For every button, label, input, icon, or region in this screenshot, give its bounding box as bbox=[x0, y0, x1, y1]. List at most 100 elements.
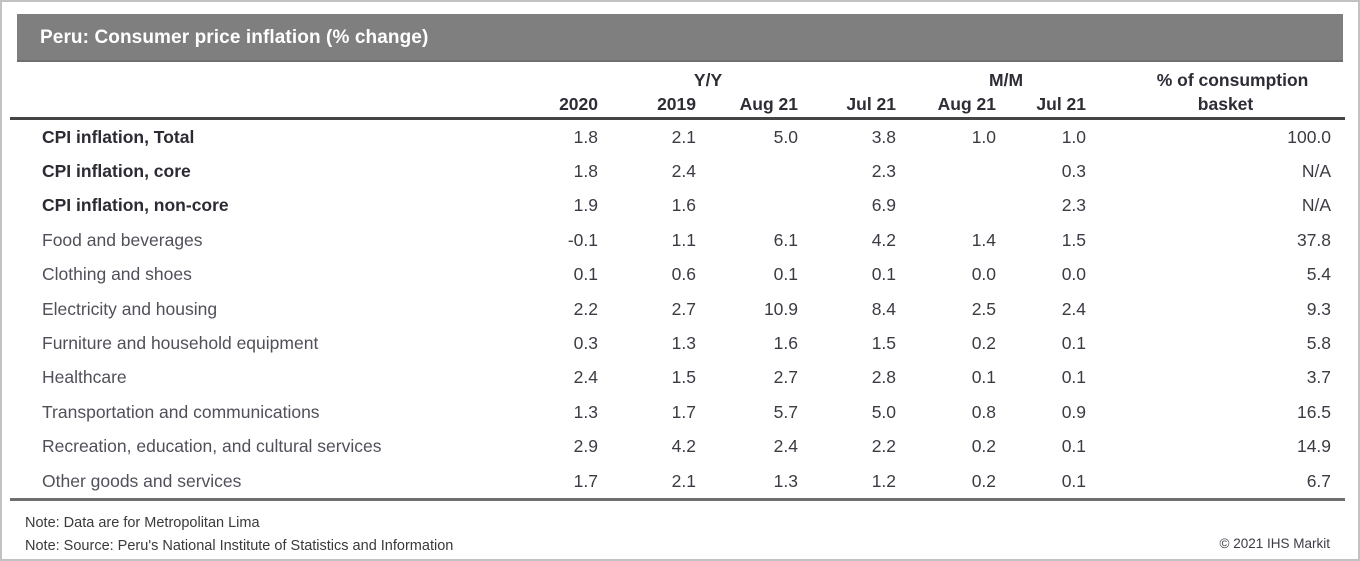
cell-value: 1.6 bbox=[773, 333, 798, 354]
cell-value bbox=[696, 189, 798, 223]
footnote-source: Note: Source: Peru's National Institute … bbox=[25, 537, 454, 554]
cell-value: 5.0 bbox=[871, 401, 897, 422]
table-row: Food and beverages -0.1 1.1 6.1 4.2 1.4 1.5 37.… bbox=[10, 223, 1345, 257]
cell-value: 5.8 bbox=[1306, 333, 1332, 354]
cell-value: 1.6 bbox=[671, 195, 696, 216]
cell-value: 2.5 bbox=[971, 298, 997, 319]
cell-value: 6.7 bbox=[1086, 463, 1346, 502]
cell-value: 1.3 bbox=[696, 463, 798, 502]
table-row: Furniture and household equipment 0.3 1.3 1… bbox=[10, 326, 1345, 360]
cell-value: 1.2 bbox=[798, 463, 897, 502]
table-row: CPI inflation, core 1.8 2.4 2.3 0.3 N/A bbox=[10, 154, 1345, 188]
table-body: CPI inflation, Total 1.8 2.1 5.0 3.8 1.0 1.0 10… bbox=[10, 119, 1346, 502]
cell-value: 0.2 bbox=[971, 436, 997, 457]
cell-value: 0.1 bbox=[1061, 367, 1087, 388]
cell-value: 3.7 bbox=[1306, 367, 1332, 388]
cell-value: 0.1 bbox=[971, 367, 997, 388]
cell-value: 2.4 bbox=[1061, 298, 1087, 319]
row-label: Food and beverages bbox=[42, 229, 203, 250]
cell-value bbox=[696, 154, 798, 188]
table-row: Other goods and services 1.7 2.1 1.3 1.2 0.2 0… bbox=[10, 463, 1346, 502]
group-spacer bbox=[10, 63, 520, 91]
cell-value: 9.3 bbox=[1306, 298, 1332, 319]
cell-value: 1.7 bbox=[671, 401, 696, 422]
column-header-yy-aug21: Aug 21 bbox=[696, 91, 798, 120]
cell-value bbox=[896, 154, 996, 188]
cell-value: 1.5 bbox=[1061, 229, 1087, 250]
cell-value: 16.5 bbox=[1296, 401, 1332, 422]
cell-value: 0.8 bbox=[971, 401, 997, 422]
table-row: Clothing and shoes 0.1 0.6 0.1 0.1 0.0 0.0 5.4 bbox=[10, 258, 1345, 292]
footnotes: Note: Data are for Metropolitan Lima Not… bbox=[25, 512, 453, 557]
cell-value: 2.2 bbox=[573, 298, 598, 319]
page-title: Peru: Consumer price inflation (% change… bbox=[40, 27, 429, 48]
cell-value: 3.8 bbox=[871, 126, 897, 147]
cell-value: 0.0 bbox=[1061, 264, 1087, 285]
cell-value: 2.1 bbox=[598, 463, 696, 502]
row-label: CPI inflation, core bbox=[42, 161, 191, 182]
column-group-yy: Y/Y bbox=[693, 70, 723, 90]
table-row: Healthcare 2.4 1.5 2.7 2.8 0.1 0.1 3.7 bbox=[10, 361, 1345, 395]
column-header-basket: basket bbox=[1086, 91, 1346, 120]
cell-value: 0.1 bbox=[573, 264, 598, 285]
cell-value: 0.3 bbox=[1061, 161, 1087, 182]
cell-value: 0.1 bbox=[773, 264, 798, 285]
cell-value: 1.7 bbox=[520, 463, 598, 502]
column-header-row: 2020 2019 Aug 21 Jul 21 Aug 21 Jul 21 ba… bbox=[10, 91, 1346, 120]
table-row: Electricity and housing 2.2 2.7 10.9 8.4 2.5 2… bbox=[10, 292, 1345, 326]
cell-value: 1.1 bbox=[671, 229, 696, 250]
row-label: Furniture and household equipment bbox=[42, 333, 319, 354]
column-header-mm-jul21: Jul 21 bbox=[996, 91, 1087, 120]
table-row: Recreation, education, and cultural serv… bbox=[10, 430, 1345, 464]
row-label: CPI inflation, non-core bbox=[42, 195, 229, 216]
cell-value: 1.5 bbox=[871, 333, 897, 354]
column-header-yy-jul21: Jul 21 bbox=[798, 91, 897, 120]
cell-value: 1.3 bbox=[573, 401, 598, 422]
cell-value: 2.3 bbox=[1061, 195, 1087, 216]
cell-value: -0.1 bbox=[567, 229, 598, 250]
cell-value: N/A bbox=[1301, 161, 1332, 182]
row-label: Transportation and communications bbox=[42, 401, 320, 422]
column-header-spacer bbox=[10, 91, 520, 120]
row-label: CPI inflation, Total bbox=[42, 126, 195, 147]
row-label: Recreation, education, and cultural serv… bbox=[42, 436, 382, 457]
cell-value: 0.9 bbox=[1061, 401, 1087, 422]
cell-value: 1.8 bbox=[573, 161, 598, 182]
cell-value: 0.0 bbox=[971, 264, 997, 285]
column-group-consumption: % of consumption bbox=[1156, 70, 1309, 90]
table-title-bar: Peru: Consumer price inflation (% change… bbox=[17, 14, 1343, 62]
cell-value: 5.4 bbox=[1306, 264, 1332, 285]
cell-value: 6.1 bbox=[773, 229, 798, 250]
cell-value: 1.3 bbox=[671, 333, 696, 354]
copyright-label: © 2021 IHS Markit bbox=[1219, 536, 1331, 551]
cell-value: 2.4 bbox=[573, 367, 598, 388]
cell-value: N/A bbox=[1301, 195, 1332, 216]
row-label: Other goods and services bbox=[10, 463, 520, 502]
cell-value: 2.3 bbox=[871, 161, 897, 182]
column-header-2020: 2020 bbox=[520, 91, 598, 120]
cell-value: 8.4 bbox=[871, 298, 897, 319]
cell-value: 4.2 bbox=[671, 436, 696, 457]
cell-value: 0.6 bbox=[671, 264, 696, 285]
cell-value: 4.2 bbox=[871, 229, 897, 250]
cell-value: 0.1 bbox=[1061, 436, 1087, 457]
cell-value: 2.9 bbox=[573, 436, 598, 457]
cell-value: 0.1 bbox=[996, 463, 1087, 502]
cell-value: 2.7 bbox=[773, 367, 798, 388]
cell-value: 5.7 bbox=[773, 401, 798, 422]
cell-value: 14.9 bbox=[1296, 436, 1332, 457]
cell-value: 37.8 bbox=[1296, 229, 1332, 250]
table-row: Transportation and communications 1.3 1.7 5… bbox=[10, 395, 1345, 429]
row-label: Electricity and housing bbox=[42, 298, 218, 319]
cell-value: 2.4 bbox=[671, 161, 696, 182]
row-label: Clothing and shoes bbox=[42, 264, 192, 285]
cell-value: 1.0 bbox=[1061, 126, 1087, 147]
inflation-table: Y/Y M/M % of consumption 2020 2019 Aug 2… bbox=[10, 63, 1346, 502]
cell-value: 1.9 bbox=[573, 195, 598, 216]
cell-value: 100.0 bbox=[1287, 126, 1332, 147]
cell-value: 2.1 bbox=[671, 126, 696, 147]
cell-value: 5.0 bbox=[773, 126, 798, 147]
cell-value: 1.0 bbox=[971, 126, 997, 147]
cell-value: 10.9 bbox=[763, 298, 798, 319]
